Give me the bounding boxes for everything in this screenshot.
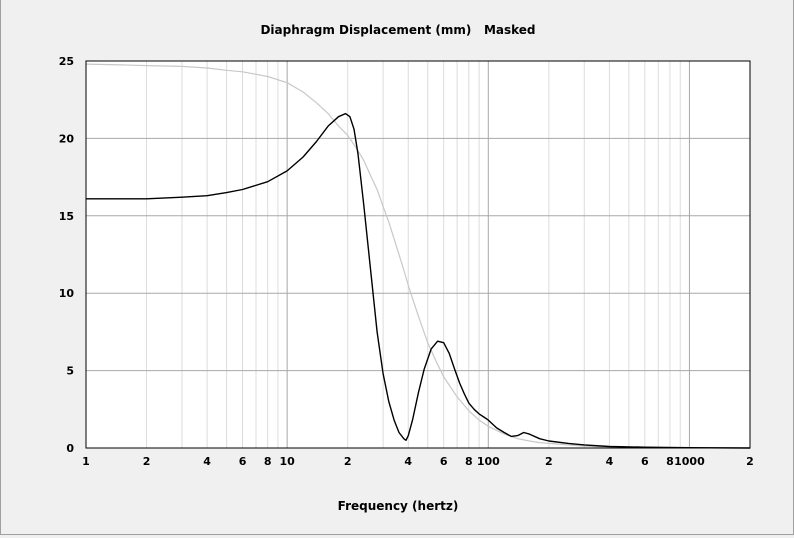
y-tick-label: 5 bbox=[66, 365, 74, 378]
y-tick-label: 25 bbox=[59, 55, 74, 68]
plot-border bbox=[85, 60, 751, 449]
x-tick-label: 6 bbox=[641, 455, 649, 468]
y-tick-label: 20 bbox=[59, 132, 75, 145]
y-tick-label: 0 bbox=[66, 442, 74, 455]
x-tick-label: 4 bbox=[606, 455, 614, 468]
series-line-1 bbox=[86, 112, 751, 449]
series-line-2 bbox=[85, 63, 751, 449]
x-tick-label: 4 bbox=[404, 455, 412, 468]
x-tick-label: 2 bbox=[746, 455, 754, 468]
grid-lines bbox=[85, 60, 751, 449]
x-tick-label: 1000 bbox=[674, 455, 705, 468]
y-tick-label: 15 bbox=[59, 210, 74, 223]
y-tick-label: 10 bbox=[59, 287, 75, 300]
x-tick-label: 8 bbox=[666, 455, 674, 468]
x-axis-label: Frequency (hertz) bbox=[338, 499, 459, 513]
x-tick-label: 2 bbox=[143, 455, 151, 468]
x-tick-label: 2 bbox=[545, 455, 553, 468]
chart-title: Diaphragm Displacement (mm) Masked bbox=[260, 23, 535, 37]
x-tick-label: 4 bbox=[203, 455, 211, 468]
x-tick-label: 8 bbox=[264, 455, 272, 468]
x-tick-label: 1 bbox=[82, 455, 90, 468]
plot-area bbox=[86, 61, 750, 448]
x-tick-label: 10 bbox=[279, 455, 295, 468]
x-tick-label: 6 bbox=[440, 455, 448, 468]
x-tick-label: 2 bbox=[344, 455, 352, 468]
x-tick-label: 100 bbox=[477, 455, 500, 468]
series-layer bbox=[85, 63, 751, 449]
x-tick-label: 8 bbox=[465, 455, 473, 468]
x-tick-label: 6 bbox=[239, 455, 247, 468]
